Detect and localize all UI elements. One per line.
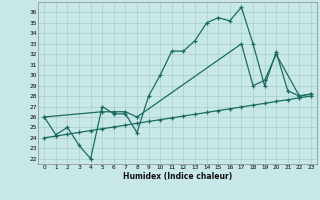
- X-axis label: Humidex (Indice chaleur): Humidex (Indice chaleur): [123, 172, 232, 181]
